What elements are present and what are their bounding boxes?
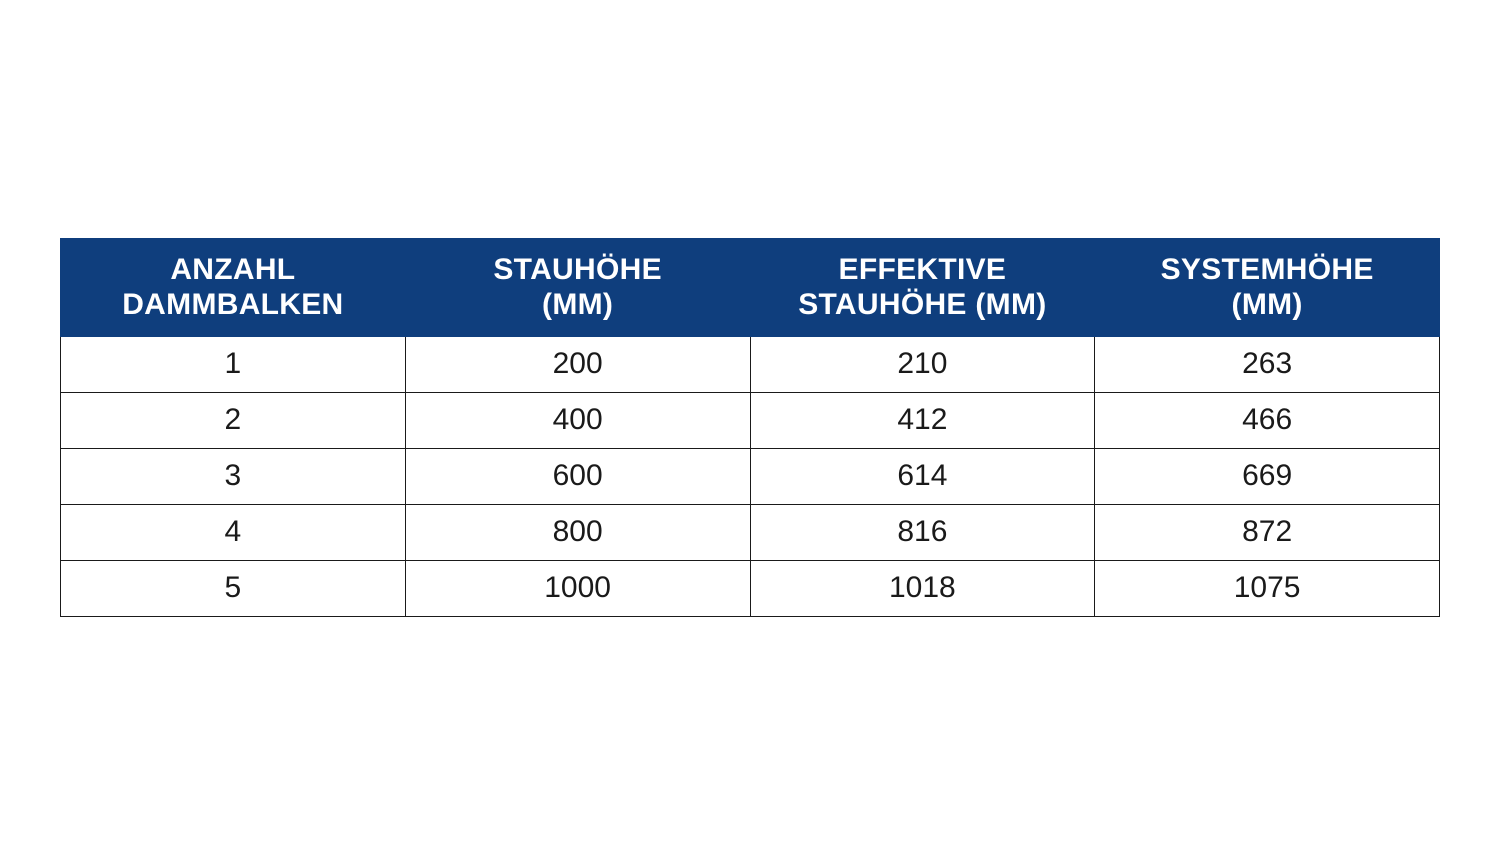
table-row: 5 1000 1018 1075 (61, 561, 1440, 617)
table-body: 1 200 210 263 2 400 412 466 3 600 614 66… (61, 337, 1440, 617)
cell-1-0: 2 (61, 393, 406, 449)
cell-2-1: 600 (405, 449, 750, 505)
cell-3-2: 816 (750, 505, 1095, 561)
cell-2-3: 669 (1095, 449, 1440, 505)
page-container: ANZAHL DAMMBALKEN STAUHÖHE (MM) EFFEKTIV… (0, 0, 1500, 855)
table-row: 4 800 816 872 (61, 505, 1440, 561)
cell-3-0: 4 (61, 505, 406, 561)
header-1-line1: STAUHÖHE (416, 253, 740, 288)
cell-1-2: 412 (750, 393, 1095, 449)
header-2-line1: EFFEKTIVE (761, 253, 1085, 288)
header-cell-2: EFFEKTIVE STAUHÖHE (MM) (750, 239, 1095, 337)
header-0-line2: DAMMBALKEN (71, 288, 395, 323)
table-head: ANZAHL DAMMBALKEN STAUHÖHE (MM) EFFEKTIV… (61, 239, 1440, 337)
header-2-line2: STAUHÖHE (MM) (761, 288, 1085, 323)
header-cell-0: ANZAHL DAMMBALKEN (61, 239, 406, 337)
header-3-line2: (MM) (1105, 288, 1429, 323)
cell-1-3: 466 (1095, 393, 1440, 449)
cell-0-1: 200 (405, 337, 750, 393)
cell-4-1: 1000 (405, 561, 750, 617)
cell-2-0: 3 (61, 449, 406, 505)
table-row: 3 600 614 669 (61, 449, 1440, 505)
header-cell-1: STAUHÖHE (MM) (405, 239, 750, 337)
header-cell-3: SYSTEMHÖHE (MM) (1095, 239, 1440, 337)
header-row: ANZAHL DAMMBALKEN STAUHÖHE (MM) EFFEKTIV… (61, 239, 1440, 337)
cell-4-2: 1018 (750, 561, 1095, 617)
cell-0-0: 1 (61, 337, 406, 393)
cell-4-3: 1075 (1095, 561, 1440, 617)
cell-0-2: 210 (750, 337, 1095, 393)
cell-3-3: 872 (1095, 505, 1440, 561)
cell-3-1: 800 (405, 505, 750, 561)
cell-2-2: 614 (750, 449, 1095, 505)
cell-1-1: 400 (405, 393, 750, 449)
header-0-line1: ANZAHL (71, 253, 395, 288)
dammbalken-table: ANZAHL DAMMBALKEN STAUHÖHE (MM) EFFEKTIV… (60, 238, 1440, 617)
header-3-line1: SYSTEMHÖHE (1105, 253, 1429, 288)
header-1-line2: (MM) (416, 288, 740, 323)
cell-0-3: 263 (1095, 337, 1440, 393)
table-row: 1 200 210 263 (61, 337, 1440, 393)
cell-4-0: 5 (61, 561, 406, 617)
table-row: 2 400 412 466 (61, 393, 1440, 449)
